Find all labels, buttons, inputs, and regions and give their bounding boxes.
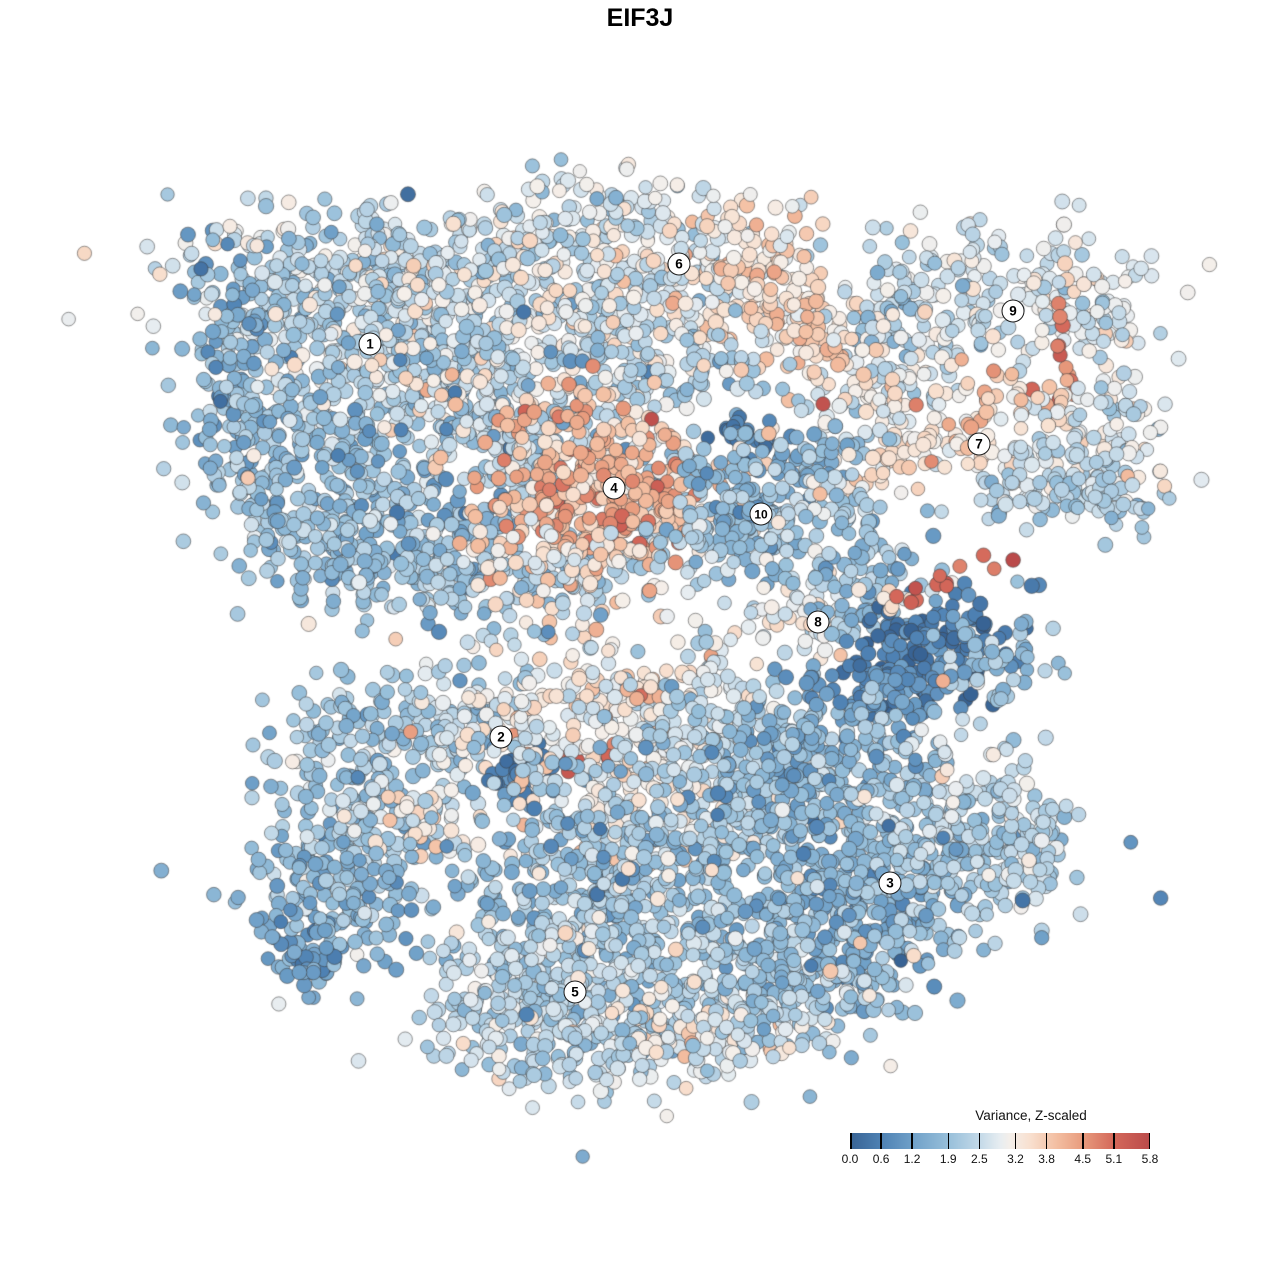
colorbar-tick-label: 1.9: [939, 1152, 957, 1166]
colorbar-tick: [1014, 1133, 1017, 1149]
cluster-label-2: 2: [489, 725, 513, 749]
cluster-label-3: 3: [878, 871, 902, 895]
colorbar-tick: [911, 1133, 913, 1149]
colorbar-tick-label: 3.2: [1007, 1152, 1024, 1166]
colorbar-tick: [1113, 1133, 1115, 1149]
colorbar-gradient: [850, 1133, 1150, 1149]
colorbar-title: Variance, Z-scaled: [975, 1108, 1087, 1123]
colorbar-tick: [1082, 1133, 1084, 1149]
colorbar-tick-label: 1.2: [903, 1152, 921, 1166]
colorbar-tick-label: 4.5: [1074, 1152, 1092, 1166]
colorbar-tick-labels: 0.0 0.6 1.2 1.9 2.5 3.2 3.8 4.5 5.1 5.8: [842, 1152, 1159, 1166]
colorbar-tick-label: 0.0: [841, 1152, 859, 1166]
cluster-label-5: 5: [563, 980, 587, 1004]
colorbar-tick-label: 5.1: [1105, 1152, 1123, 1166]
cluster-label-8: 8: [806, 610, 830, 634]
colorbar-tick: [947, 1133, 950, 1149]
colorbar-tick-label: 3.8: [1038, 1152, 1055, 1166]
cluster-label-7: 7: [967, 432, 991, 456]
cluster-label-10: 10: [749, 502, 773, 526]
colorbar-tick-label: 0.6: [872, 1152, 890, 1166]
cluster-label-9: 9: [1001, 299, 1025, 323]
colorbar-tick: [978, 1133, 981, 1149]
colorbar-tick-label: 2.5: [970, 1152, 988, 1166]
cluster-label-1: 1: [358, 332, 382, 356]
cluster-label-6: 6: [667, 252, 691, 276]
colorbar-tick: [1148, 1133, 1150, 1149]
cluster-label-4: 4: [602, 476, 626, 500]
colorbar-tick: [850, 1133, 852, 1149]
colorbar-tick-label: 5.8: [1141, 1152, 1159, 1166]
colorbar-tick: [1045, 1133, 1048, 1149]
colorbar-tick: [880, 1133, 882, 1149]
